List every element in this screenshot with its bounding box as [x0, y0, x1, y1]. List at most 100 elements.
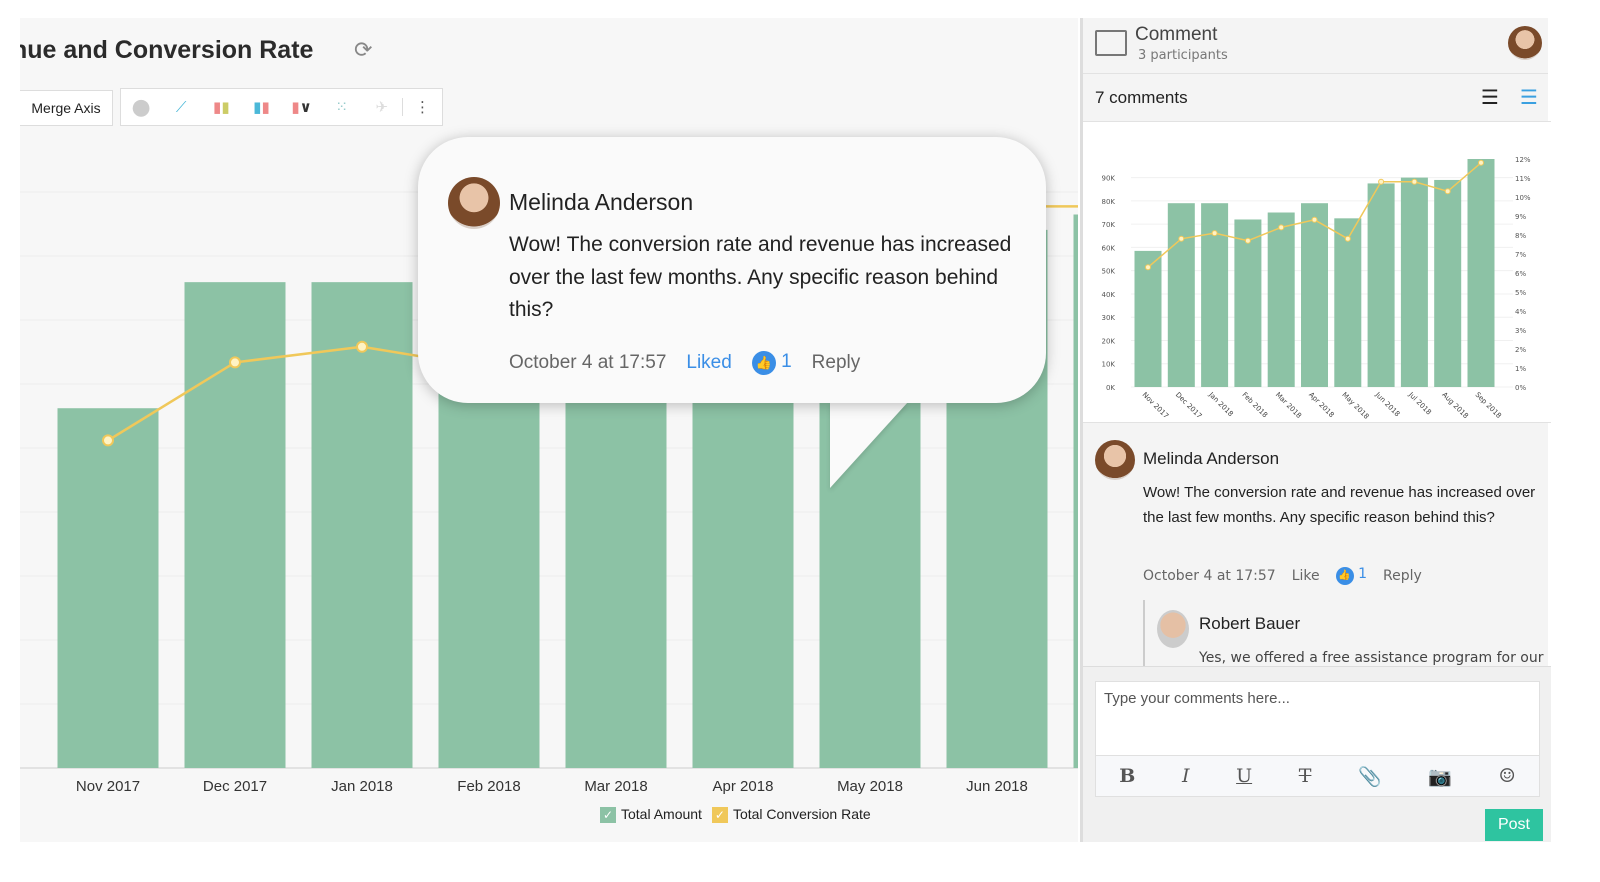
liked-button[interactable]: Liked: [686, 352, 732, 373]
merge-axis-button[interactable]: Merge Axis: [20, 90, 113, 126]
y-tick-label: 10K: [1102, 361, 1116, 369]
y2-tick-label: 5%: [1515, 289, 1526, 297]
chart-snapshot: 0K 10K 20K 30K 40K 50K 60K 70K 80K 90K 0% 1% 2% 3% 4% 5…: [1083, 122, 1548, 422]
bar: [1134, 250, 1162, 387]
x-tick-label: May 2018: [1340, 391, 1370, 421]
bar: [1367, 183, 1395, 387]
thumbs-up-icon: 👍: [751, 351, 776, 375]
comment-composer: Type your comments here... B I U T 📎 📷 ☺…: [1083, 666, 1551, 842]
legend-total-amount[interactable]: ✓ Total Amount: [600, 806, 702, 824]
participants-count[interactable]: 3 participants: [1138, 48, 1228, 63]
comment-text: Wow! The conversion rate and revenue has…: [1143, 484, 1536, 526]
avatar: [1157, 610, 1189, 648]
line-point: [1311, 216, 1318, 223]
line-point: [1444, 188, 1451, 195]
panel-header: Comment 3 participants: [1083, 18, 1548, 74]
report-title: nue and Conversion Rate: [20, 36, 314, 64]
comment-author: Melinda Anderson: [509, 189, 694, 215]
x-tick-label: Dec 2017: [203, 778, 267, 795]
bar: [311, 282, 413, 768]
y2-tick-label: 6%: [1515, 270, 1526, 278]
bar: [1267, 212, 1295, 387]
line-point: [102, 434, 114, 447]
y-tick-label: 50K: [1102, 268, 1116, 276]
y2-tick-label: 9%: [1515, 213, 1526, 221]
post-button[interactable]: Post: [1485, 809, 1543, 841]
x-tick-label: Apr 2018: [713, 778, 774, 795]
x-tick-label: Jan 2018: [331, 778, 393, 795]
y2-tick-label: 0%: [1515, 384, 1526, 392]
comment-input[interactable]: Type your comments here...: [1095, 681, 1540, 755]
bar: [1434, 179, 1462, 387]
emoji-icon[interactable]: ☺: [1498, 765, 1516, 787]
threaded-view-icon[interactable]: ☰: [1520, 85, 1538, 109]
y-tick-label: 20K: [1102, 337, 1116, 345]
thumbs-up-icon: 👍: [1335, 567, 1354, 585]
line-point: [1244, 237, 1251, 244]
y2-tick-label: 3%: [1515, 327, 1526, 335]
y-tick-label: 0K: [1106, 384, 1115, 392]
x-tick-label: Feb 2018: [1240, 391, 1269, 420]
comment-time: October 4 at 17:57: [509, 352, 667, 373]
y2-tick-label: 12%: [1515, 156, 1531, 164]
reply-thread: Robert Bauer Yes, we offered a free assi…: [1143, 600, 1543, 666]
x-tick-label: Apr 2018: [1307, 391, 1335, 419]
y2-tick-label: 1%: [1515, 365, 1526, 373]
bar: [1334, 218, 1362, 387]
refresh-icon[interactable]: ⟳: [354, 38, 373, 63]
comment-author: Melinda Anderson: [1143, 449, 1280, 468]
bold-icon[interactable]: B: [1119, 765, 1136, 787]
comment-panel: Comment 3 participants 7 comments ☰ ☰ 0K…: [1080, 18, 1551, 842]
strikethrough-icon[interactable]: T: [1298, 765, 1312, 787]
comment-time: October 4 at 17:57: [1143, 567, 1276, 584]
user-avatar[interactable]: [1508, 26, 1542, 60]
italic-icon[interactable]: I: [1181, 765, 1190, 787]
line-point: [1478, 159, 1484, 166]
pie-chart-icon[interactable]: ●: [131, 94, 151, 120]
line-point: [1411, 178, 1418, 185]
line-point: [1378, 178, 1385, 185]
comment-bubble: Melinda Anderson Wow! The conversion rat…: [418, 137, 1046, 403]
underline-icon[interactable]: U: [1236, 765, 1253, 787]
y2-tick-label: 11%: [1515, 175, 1531, 183]
x-tick-label: Jun 2018: [1373, 390, 1401, 418]
y2-tick-label: 10%: [1515, 194, 1531, 202]
line-point: [1344, 235, 1351, 242]
bar: [1234, 219, 1262, 387]
y2-tick-label: 4%: [1515, 308, 1526, 316]
bar: [57, 408, 159, 768]
list-view-icon[interactable]: ☰: [1481, 85, 1499, 109]
y-tick-label: 60K: [1102, 244, 1116, 252]
y2-tick-label: 7%: [1515, 251, 1526, 259]
reply-button[interactable]: Reply: [1383, 567, 1422, 584]
line-point: [1278, 224, 1285, 231]
line-point: [1211, 230, 1218, 237]
x-tick-label: Jun 2018: [966, 778, 1028, 795]
bar: [184, 282, 286, 768]
camera-icon[interactable]: 📷: [1428, 765, 1452, 788]
avatar: [1095, 440, 1135, 480]
divider: [1083, 121, 1551, 122]
comments-count: 7 comments: [1095, 88, 1188, 107]
y-tick-label: 70K: [1102, 221, 1116, 229]
map-chart-icon[interactable]: ✈: [375, 98, 389, 116]
stacked-bar-chart-icon[interactable]: ▮▮: [253, 98, 270, 116]
like-button[interactable]: Like: [1291, 567, 1320, 584]
checkbox-icon: ✓: [711, 807, 728, 824]
legend-total-conversion-rate[interactable]: ✓ Total Conversion Rate: [711, 806, 871, 824]
bar: [1301, 203, 1328, 387]
comment-text: Yes, we offered a free assistance progra…: [1199, 650, 1544, 666]
line-point: [229, 356, 241, 369]
x-tick-label: Sep 2018: [1474, 391, 1503, 420]
more-options-icon[interactable]: ⋮: [401, 98, 442, 116]
scatter-chart-icon[interactable]: ⁙: [335, 98, 348, 116]
attachment-icon[interactable]: 📎: [1358, 765, 1382, 788]
y-tick-label: 30K: [1102, 314, 1116, 322]
reply-button[interactable]: Reply: [811, 352, 861, 373]
avatar: [448, 177, 500, 229]
combo-chart-icon[interactable]: ▮∨: [291, 98, 312, 116]
format-toolbar: B I U T 📎 📷 ☺: [1095, 755, 1540, 797]
bar-chart-icon[interactable]: ▮▮: [213, 98, 230, 116]
line-chart-icon[interactable]: ⟋: [175, 98, 187, 116]
x-tick-label: Jan 2018: [1206, 390, 1234, 418]
